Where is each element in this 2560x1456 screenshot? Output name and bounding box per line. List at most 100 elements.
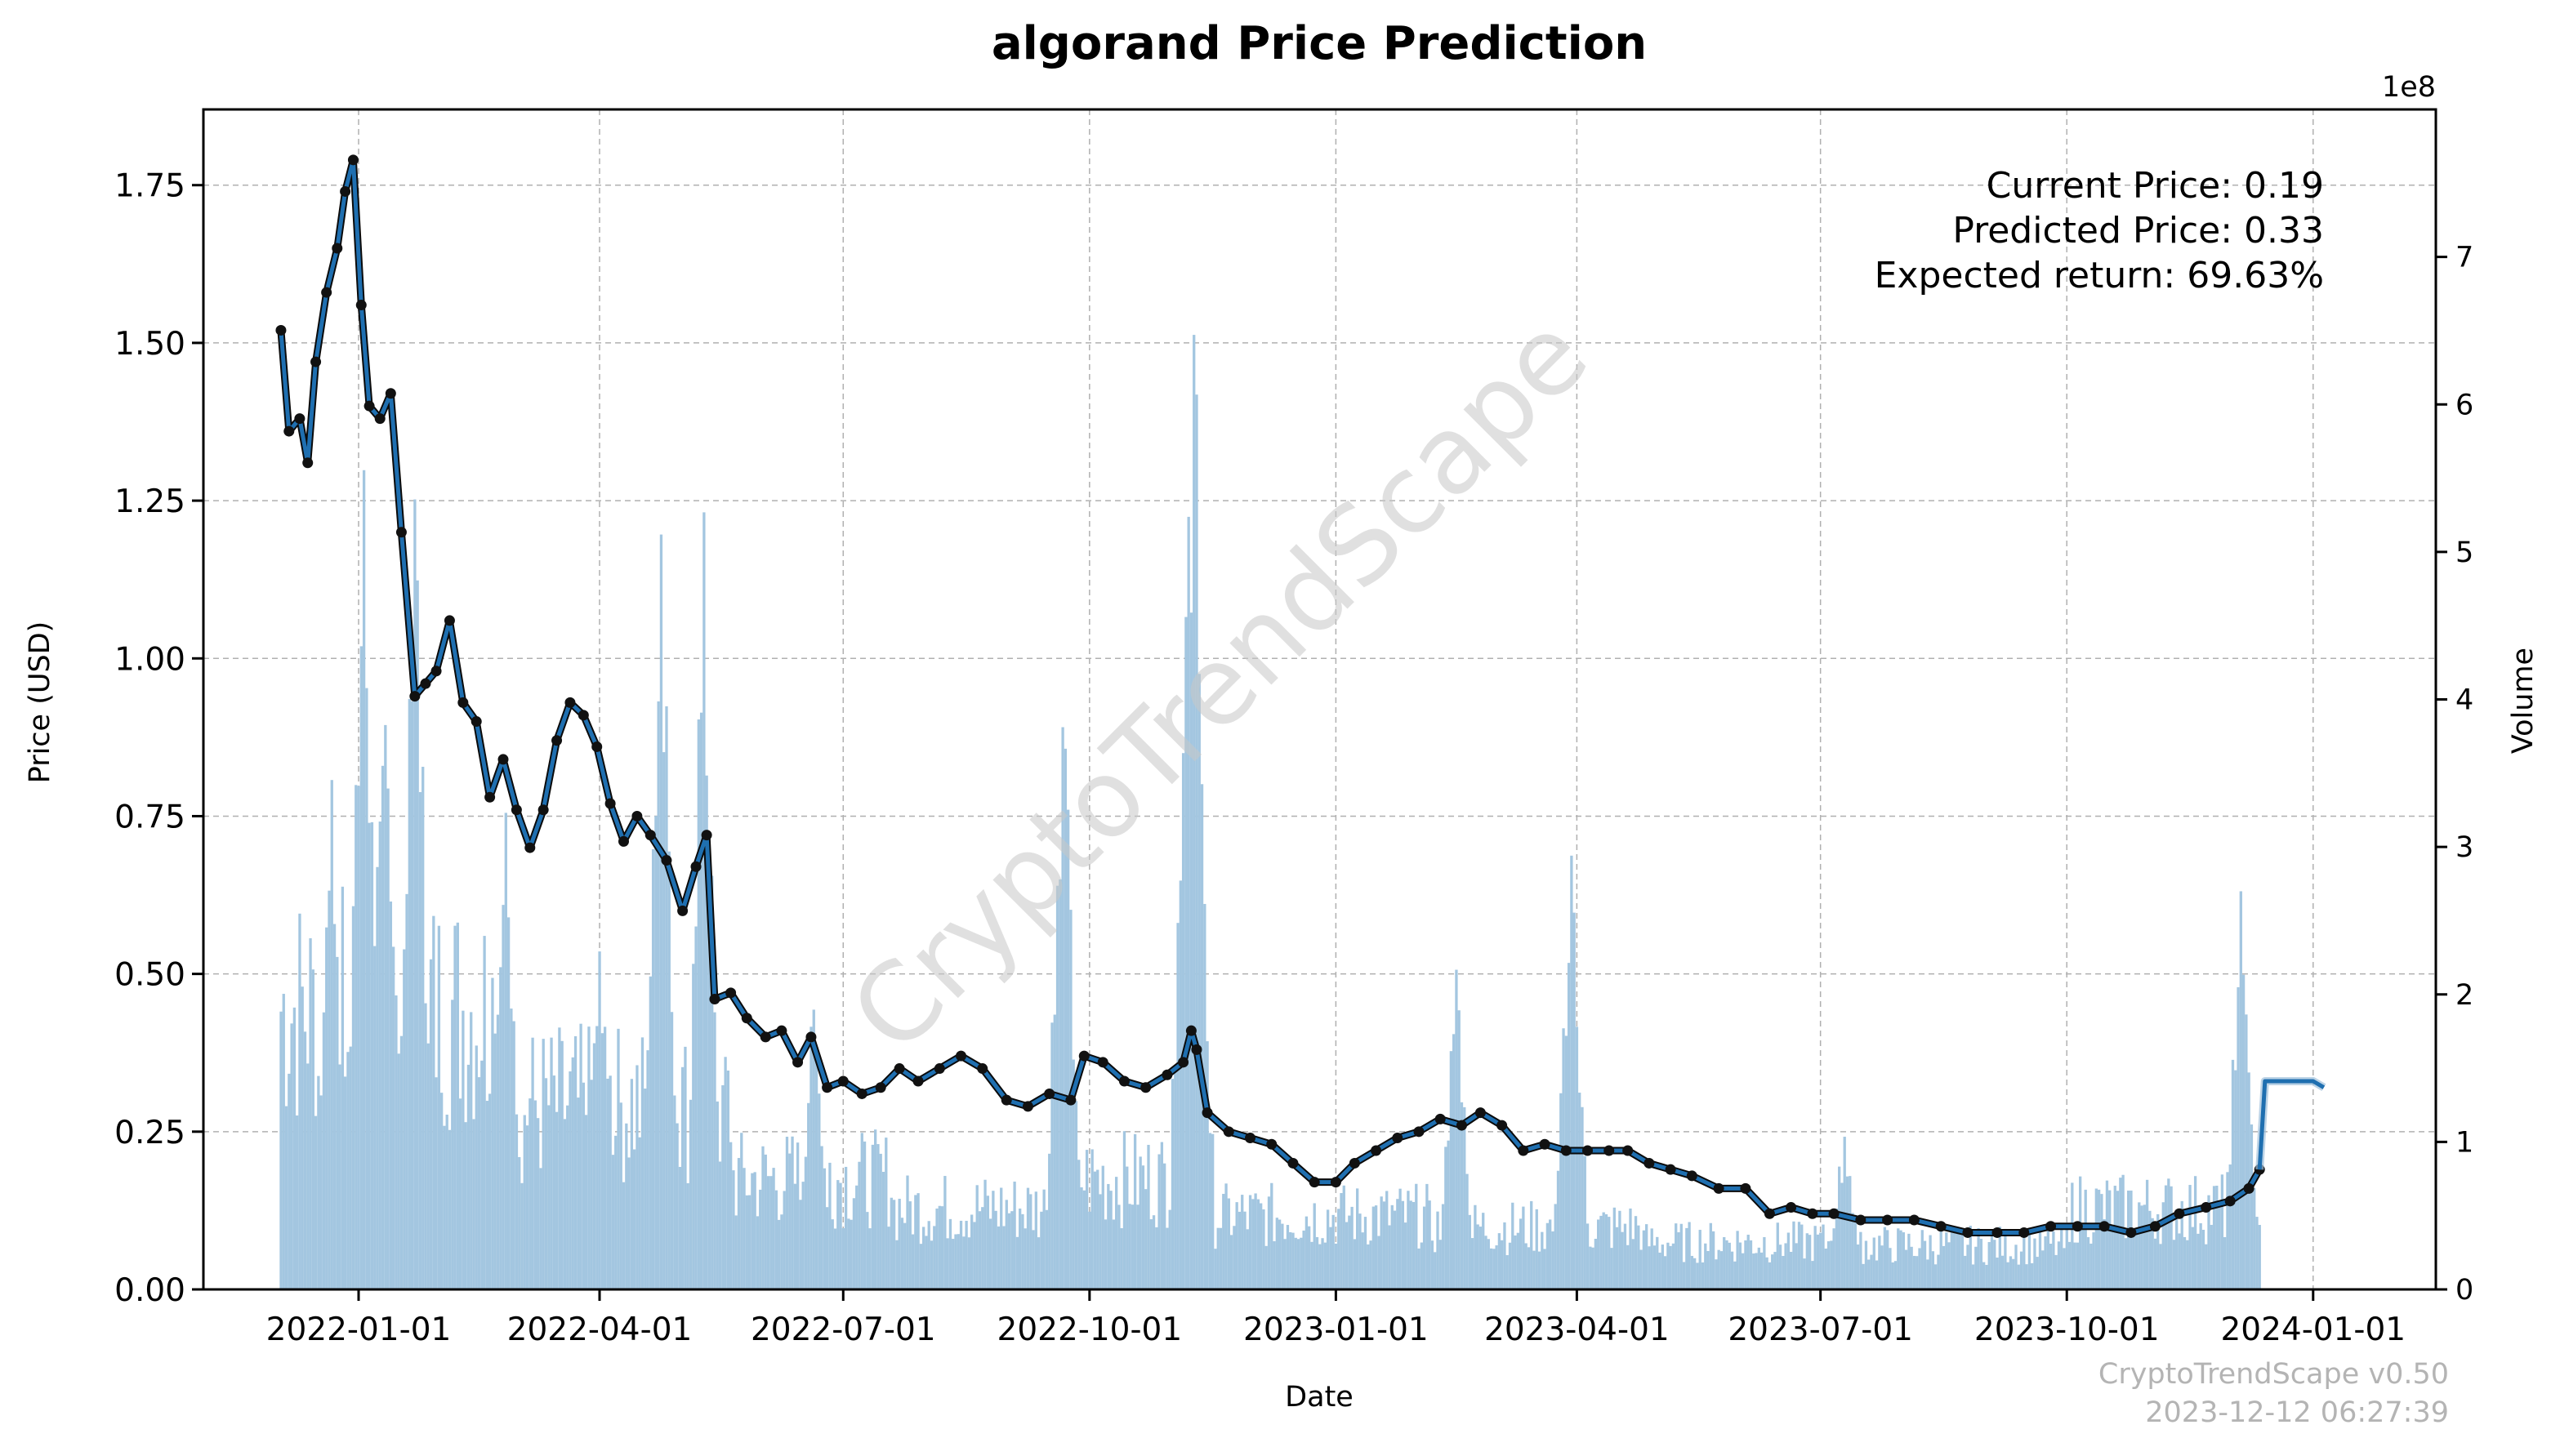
price-point (1178, 1057, 1189, 1068)
volume-bar (1184, 617, 1188, 1289)
volume-bar (1993, 1240, 1996, 1289)
volume-bar (598, 951, 601, 1289)
volume-bar (1050, 1022, 1054, 1289)
volume-bar (1952, 1231, 1956, 1289)
volume-bar (1832, 1228, 1835, 1289)
volume-bar (1369, 1240, 1372, 1289)
volume-bar (493, 1033, 497, 1289)
volume-bar (1982, 1262, 1986, 1289)
volume-bar (410, 701, 414, 1289)
volume-bar (766, 1176, 770, 1289)
volume-bar (349, 1046, 352, 1289)
volume-bar (1541, 1231, 1544, 1289)
volume-bar (485, 1101, 489, 1289)
volume-bar (603, 1026, 607, 1289)
volume-bar (370, 822, 374, 1289)
volume-bar (820, 1146, 823, 1289)
axis-layer: 2022-01-01 2022-04-01 2022-07-01 2022-10-01… (114, 168, 2473, 1348)
volume-bar (1505, 1255, 1509, 1289)
volume-bar (1407, 1191, 1410, 1289)
volume-bar (2014, 1245, 2018, 1289)
volume-bar (1216, 1227, 1220, 1289)
volume-bar (860, 1133, 863, 1289)
volume-bar (1449, 1051, 1453, 1289)
price-point (1309, 1177, 1320, 1188)
volume-bar (1503, 1222, 1506, 1289)
volume-bar (1358, 1213, 1362, 1289)
volume-bar (298, 913, 301, 1289)
volume-bar (397, 1053, 400, 1289)
volume-bar (1294, 1237, 1297, 1289)
volume-bar (1859, 1231, 1862, 1289)
volume-bar (799, 1200, 802, 1289)
volume-bar (1286, 1225, 1290, 1289)
volume-bar (1371, 1206, 1375, 1289)
volume-bar (1082, 1190, 1086, 1289)
volume-bar (1621, 1231, 1624, 1289)
volume-bar (1822, 1224, 1825, 1289)
volume-bar (804, 1156, 808, 1289)
price-point (1807, 1208, 1818, 1219)
volume-bar (1495, 1245, 1498, 1289)
volume-bar (292, 1007, 297, 1289)
volume-bar (389, 901, 393, 1289)
volume-bar (2079, 1176, 2082, 1289)
volume-bar (365, 688, 368, 1289)
volume-bar (1246, 1229, 1249, 1289)
volume-bar (796, 1142, 800, 1289)
price-point (1140, 1082, 1152, 1093)
volume-bar (2067, 1241, 2072, 1289)
price-point (355, 300, 367, 311)
volume-bar (852, 1198, 856, 1289)
volume-bar (965, 1221, 968, 1289)
volume-bar (1535, 1209, 1538, 1289)
volume-bar (1755, 1253, 1758, 1289)
volume-bar (2108, 1190, 2112, 1289)
volume-bar (1096, 1169, 1099, 1289)
volume-bar (2220, 1174, 2224, 1289)
volume-bar (833, 1228, 837, 1289)
volume-bar (472, 1119, 475, 1289)
volume-bar (1090, 1149, 1094, 1289)
volume-bar (686, 1182, 689, 1289)
volume-bar (1053, 1014, 1056, 1289)
price-point (1191, 1044, 1202, 1055)
volume-bar (1409, 1200, 1412, 1289)
volume-bar (2151, 1218, 2154, 1289)
volume-bar (408, 698, 411, 1289)
price-point (1330, 1177, 1341, 1188)
volume-bar (954, 1234, 957, 1289)
y2-tick-label: 3 (2455, 831, 2473, 864)
volume-bar (935, 1208, 939, 1289)
volume-bar (373, 946, 377, 1289)
volume-bar (1626, 1245, 1630, 1289)
volume-bar (2103, 1219, 2106, 1289)
volume-bar (917, 1193, 920, 1289)
price-point (444, 615, 455, 626)
volume-bar (1064, 748, 1068, 1289)
volume-bar (1891, 1262, 1894, 1289)
volume-bar (1353, 1239, 1357, 1289)
price-point (837, 1075, 849, 1087)
volume-bar (1800, 1224, 1804, 1289)
volume-bar (1080, 1187, 1083, 1289)
volume-bar (694, 926, 698, 1289)
volume-bar (839, 1182, 842, 1289)
volume-bar (2044, 1236, 2047, 1289)
annotation-current-price: Current Price: 0.19 (1987, 165, 2324, 207)
volume-bar (1998, 1227, 2001, 1289)
volume-bar (1323, 1242, 1327, 1289)
volume-bar (1701, 1262, 1705, 1289)
volume-bar (464, 1122, 467, 1289)
volume-bar (1931, 1251, 1935, 1289)
price-point (310, 356, 322, 367)
volume-bar (1093, 1171, 1097, 1289)
volume-bar (1131, 1204, 1134, 1289)
price-point (1560, 1145, 1572, 1156)
volume-bar (2019, 1251, 2023, 1289)
volume-bar (506, 917, 511, 1289)
volume-bar (448, 1129, 452, 1289)
volume-bar (911, 1234, 915, 1289)
volume-bar (718, 1161, 722, 1289)
volume-bar (462, 1010, 465, 1289)
